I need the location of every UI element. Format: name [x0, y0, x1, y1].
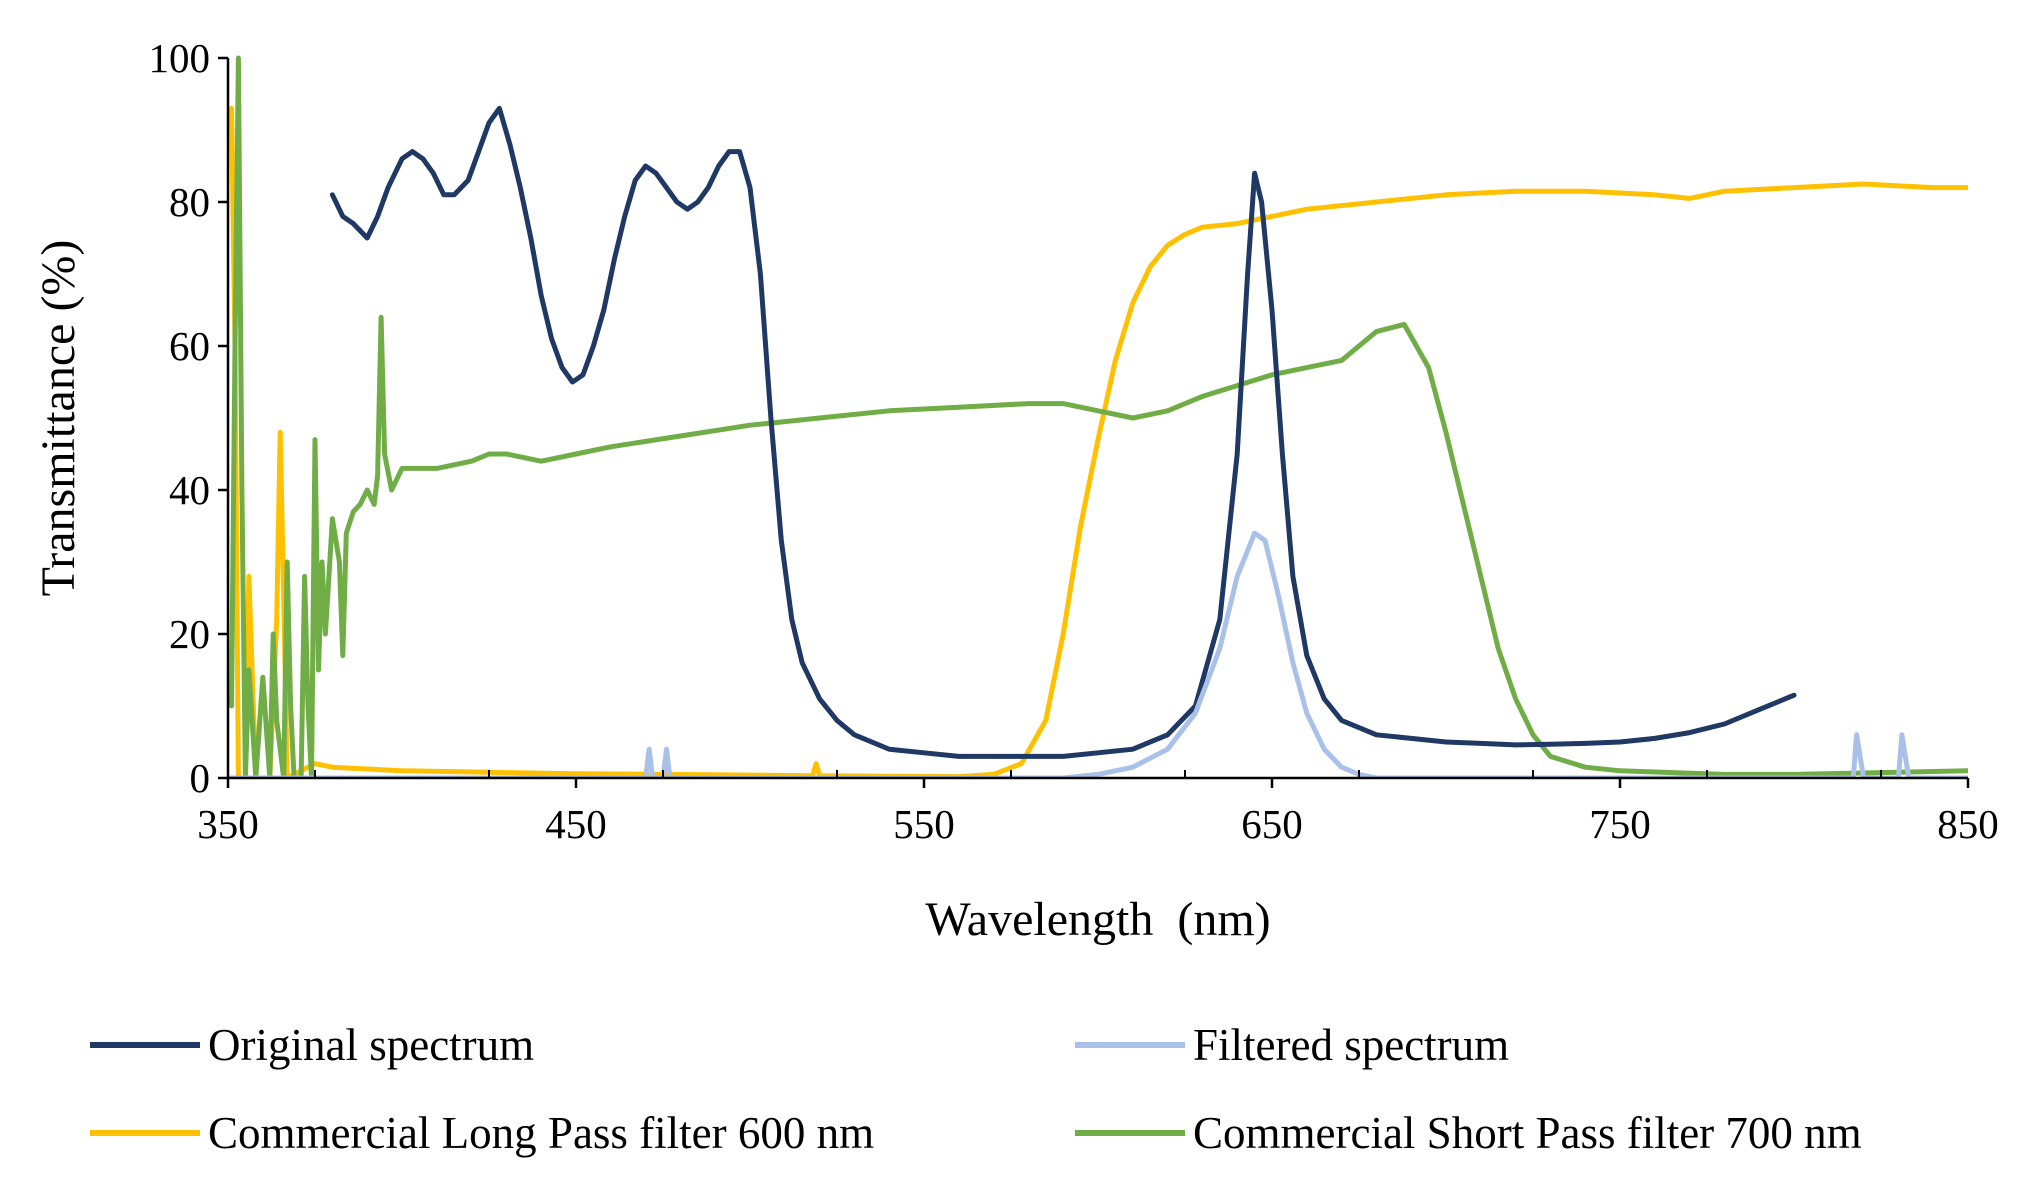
x-tick-label: 750	[1589, 801, 1651, 847]
legend-label: Commercial Short Pass filter 700 nm	[1193, 1108, 1862, 1158]
legend-label: Filtered spectrum	[1193, 1020, 1509, 1070]
series-line-3	[229, 105, 1968, 778]
x-tick-label: 650	[1241, 801, 1303, 847]
ticks-layer: 350 450 550 650 750 850 0 20 40 60 80 100	[149, 35, 1999, 847]
legend-label: Original spectrum	[208, 1020, 534, 1070]
legend-item-4: Commercial Short Pass filter 700 nm	[1075, 1108, 1862, 1158]
axes-layer	[226, 58, 1968, 780]
legend: Original spectrum Filtered spectrum Commer…	[90, 1020, 1862, 1158]
x-tick-label: 550	[893, 801, 955, 847]
legend-item-2: Filtered spectrum	[1075, 1020, 1509, 1070]
x-axis-title: Wavelength (nm)	[925, 893, 1270, 946]
legend-label: Commercial Long Pass filter 600 nm	[208, 1108, 874, 1158]
y-axis-title: Transmittance (%)	[32, 240, 85, 597]
y-tick-label: 40	[169, 467, 210, 513]
series-line-2	[228, 530, 1968, 778]
y-tick-label: 100	[149, 35, 211, 81]
legend-item-3: Commercial Long Pass filter 600 nm	[90, 1108, 874, 1158]
legend-item-1: Original spectrum	[90, 1020, 534, 1070]
y-tick-label: 80	[169, 179, 210, 225]
y-tick-label: 20	[169, 611, 210, 657]
series-layer	[228, 55, 1968, 778]
x-tick-label: 350	[197, 801, 259, 847]
series-line-4	[229, 55, 1968, 778]
x-tick-label: 850	[1937, 801, 1999, 847]
series-line-1	[329, 105, 1797, 759]
y-tick-label: 0	[190, 755, 211, 801]
y-tick-label: 60	[169, 323, 210, 369]
x-tick-label: 450	[545, 801, 607, 847]
